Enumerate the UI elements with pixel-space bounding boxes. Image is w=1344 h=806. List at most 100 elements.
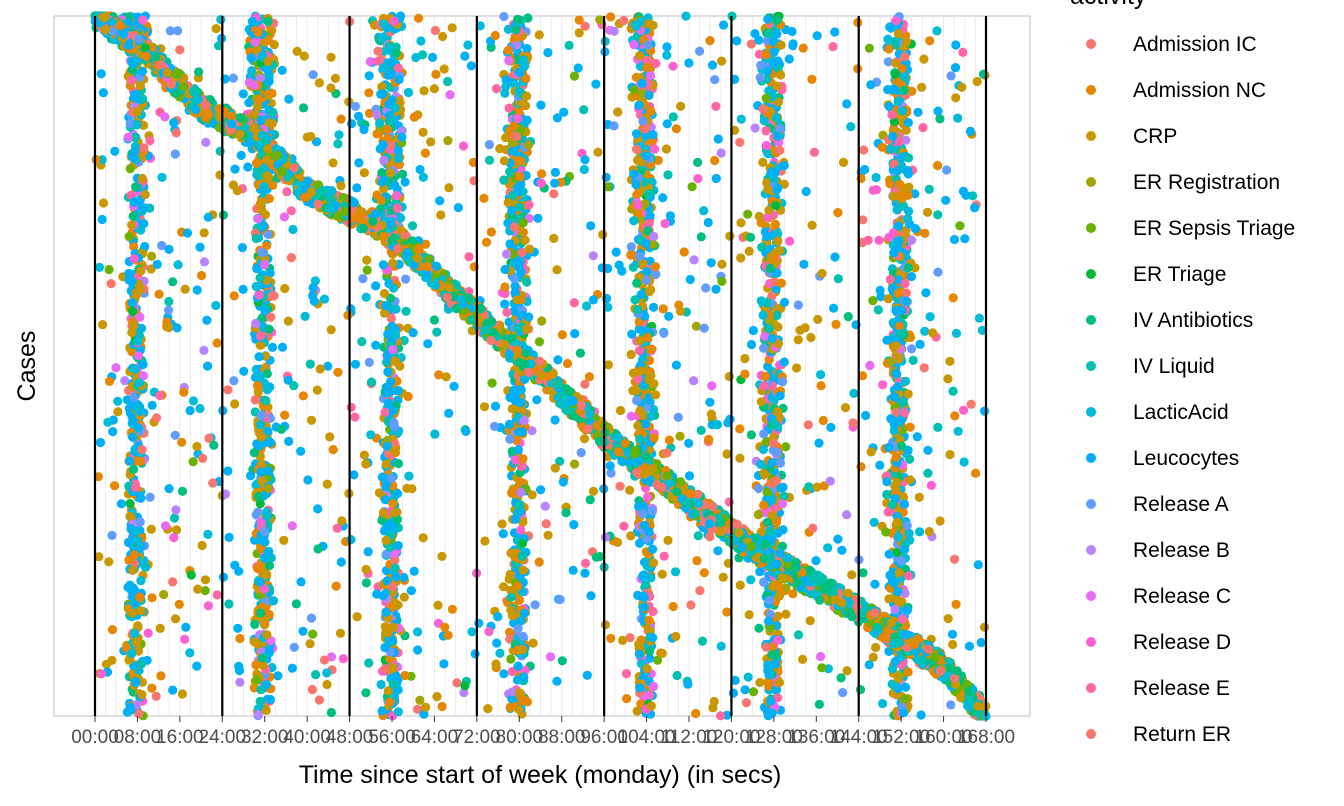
data-point — [303, 475, 313, 485]
data-point — [212, 590, 222, 600]
data-point — [280, 283, 290, 294]
data-point — [514, 705, 524, 715]
data-point — [449, 381, 459, 391]
data-point — [439, 64, 449, 74]
data-point — [650, 144, 660, 154]
data-point — [332, 523, 342, 533]
data-point — [298, 391, 308, 401]
data-point — [452, 678, 462, 688]
data-point — [518, 565, 529, 575]
data-point — [133, 536, 143, 546]
data-point — [534, 30, 544, 40]
data-point — [741, 698, 752, 708]
data-point — [838, 157, 849, 167]
data-point — [716, 641, 726, 651]
data-point — [263, 16, 273, 27]
data-point — [933, 106, 943, 116]
data-point — [605, 461, 615, 471]
data-point — [943, 374, 953, 384]
data-point — [228, 73, 238, 83]
data-point — [601, 172, 611, 182]
data-point — [704, 434, 714, 444]
data-point — [598, 230, 608, 240]
data-point — [493, 612, 503, 622]
data-point — [659, 328, 669, 338]
data-point — [517, 538, 528, 549]
data-point — [687, 182, 697, 192]
data-point — [259, 182, 269, 192]
data-point — [900, 72, 910, 82]
data-point — [155, 390, 165, 401]
data-point — [372, 110, 382, 120]
data-point — [433, 600, 443, 610]
data-point — [842, 99, 852, 109]
data-point — [131, 527, 141, 537]
data-point — [381, 301, 391, 311]
data-point — [300, 311, 310, 321]
data-point — [265, 268, 275, 278]
data-point — [157, 172, 167, 182]
data-point — [668, 112, 678, 122]
data-point — [298, 103, 309, 113]
data-point — [588, 251, 598, 261]
data-point — [899, 708, 909, 718]
data-point — [305, 359, 315, 369]
data-point — [631, 129, 642, 139]
data-point — [388, 499, 398, 509]
data-point — [923, 468, 933, 478]
data-point — [652, 655, 663, 665]
data-point — [663, 170, 673, 180]
data-point — [803, 420, 813, 430]
data-point — [97, 214, 107, 225]
data-point — [383, 367, 393, 377]
data-point — [569, 459, 580, 469]
data-point — [838, 688, 848, 698]
data-point — [322, 668, 332, 678]
data-point — [379, 63, 389, 73]
data-point — [445, 90, 455, 100]
data-point — [705, 36, 715, 46]
data-point — [644, 189, 654, 199]
data-point — [671, 360, 682, 370]
data-point — [504, 55, 514, 66]
data-point — [383, 398, 394, 408]
data-point — [155, 623, 165, 634]
data-point — [519, 416, 529, 426]
data-point — [951, 93, 961, 103]
data-point — [253, 491, 264, 501]
data-point — [130, 89, 140, 100]
data-point — [104, 557, 114, 567]
data-point — [413, 704, 423, 714]
data-point — [361, 578, 371, 588]
data-point — [513, 581, 523, 591]
data-point — [974, 313, 985, 323]
data-point — [520, 61, 530, 71]
data-point — [947, 629, 958, 639]
data-point — [326, 83, 336, 93]
data-point — [672, 670, 682, 681]
data-point — [418, 533, 428, 543]
data-point — [650, 262, 661, 272]
data-point — [413, 627, 423, 637]
data-point — [491, 659, 501, 669]
data-point — [113, 407, 123, 417]
data-point — [135, 517, 145, 527]
data-point — [945, 450, 955, 460]
data-point — [506, 592, 516, 602]
data-point — [125, 164, 135, 174]
data-point — [755, 677, 765, 688]
data-point — [959, 405, 969, 415]
data-point — [250, 37, 260, 47]
data-point — [793, 335, 803, 345]
data-point — [769, 58, 779, 68]
data-point — [792, 363, 802, 373]
data-point — [136, 659, 147, 669]
data-point — [735, 580, 745, 590]
data-point — [951, 40, 961, 50]
data-point — [267, 88, 277, 98]
data-point — [926, 480, 937, 490]
data-point — [171, 505, 181, 515]
data-point — [96, 69, 106, 79]
data-point — [507, 548, 517, 559]
data-point — [390, 508, 400, 518]
